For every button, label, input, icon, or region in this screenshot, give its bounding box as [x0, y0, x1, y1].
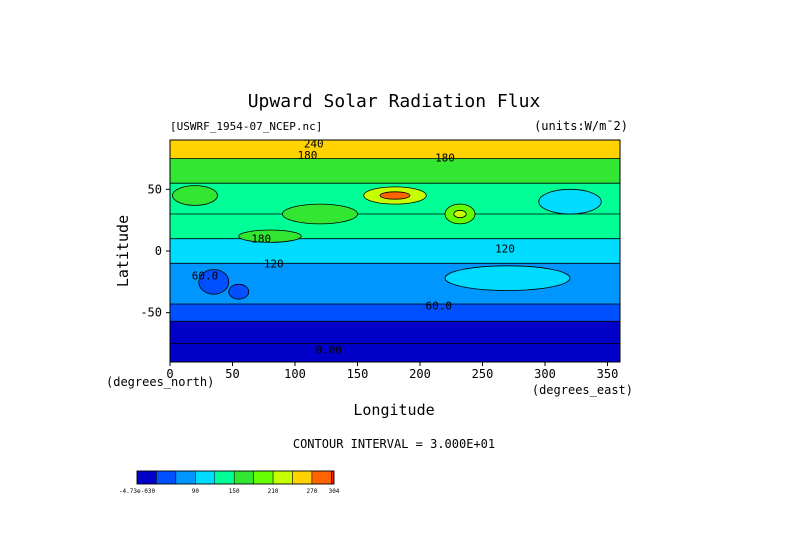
colorbar-tick-label: 90 [192, 488, 200, 495]
x-axis-unit: (degrees_east) [532, 383, 633, 397]
contour-label: 120 [495, 243, 515, 256]
contour-label: 180 [435, 151, 455, 164]
colorbar-tick-label: 270 [307, 488, 318, 495]
contour-label: 120 [264, 257, 284, 270]
heatmap-band [170, 304, 620, 322]
heatmap-patch [238, 229, 302, 243]
heatmap-patch [453, 209, 467, 219]
chart-title: Upward Solar Radiation Flux [248, 91, 541, 112]
heatmap-patch [228, 283, 250, 300]
heatmap-patch [538, 188, 602, 215]
y-tick-label: 0 [155, 244, 162, 258]
colorbar-frame [136, 470, 335, 485]
heatmap-patch [198, 269, 230, 295]
contour-label: 60.0 [192, 270, 219, 283]
contour-label: 60.0 [426, 299, 453, 312]
heatmap-patch [282, 203, 358, 225]
x-tick-label: 150 [347, 367, 369, 381]
y-tick-label: -50 [140, 306, 162, 320]
colorbar-swatch [272, 470, 293, 485]
y-axis-unit: (degrees_north) [106, 375, 214, 389]
contour-label: 0.00 [316, 344, 343, 357]
colorbar-tick-label: 150 [229, 488, 240, 495]
x-tick-label: 300 [534, 367, 556, 381]
colorbar-swatch [292, 470, 313, 485]
contour-label: 180 [251, 233, 271, 246]
x-tick-label: 0 [166, 367, 173, 381]
contour-label: 240 [304, 138, 324, 151]
colorbar: -4.73e-030 90 150 210 270 304 [119, 470, 340, 495]
y-tick-label: 50 [148, 182, 162, 196]
heatmap-patch [172, 185, 218, 206]
x-tick-label: 100 [284, 367, 306, 381]
contour-label: 180 [298, 149, 318, 162]
colorbar-swatch [214, 470, 235, 485]
x-axis-label: Longitude [353, 401, 434, 419]
y-axis: -50 0 50 [140, 182, 170, 320]
dataset-label: [USWRF_1954-07_NCEP.nc] [170, 120, 322, 133]
heatmap-patch [379, 191, 411, 200]
colorbar-swatch [156, 470, 177, 485]
colorbar-swatch [233, 470, 254, 485]
x-tick-label: 250 [472, 367, 494, 381]
y-axis-label: Latitude [114, 215, 132, 287]
heatmap-band [170, 158, 620, 184]
heatmap-band [170, 321, 620, 344]
heatmap-band [170, 214, 620, 239]
x-tick-label: 200 [409, 367, 431, 381]
heatmap-patch [444, 265, 571, 291]
colorbar-swatch [195, 470, 216, 485]
contour-interval: CONTOUR INTERVAL = 3.000E+01 [293, 437, 495, 451]
heatmap-band [170, 140, 620, 159]
colorbar-swatch [311, 470, 332, 485]
colorbar-swatch [136, 470, 157, 485]
x-axis: 0 50 100 150 200 250 300 350 [166, 362, 618, 381]
colorbar-swatch [175, 470, 196, 485]
x-tick-label: 350 [597, 367, 619, 381]
colorbar-tick-label: -4.73e-030 [119, 488, 156, 495]
units-label: (units:W/m¯2) [534, 119, 628, 133]
colorbar-tick-label: 210 [268, 488, 279, 495]
colorbar-swatch [253, 470, 274, 485]
heatmap-band [170, 343, 620, 362]
colorbar-tick-label: 304 [329, 488, 340, 495]
heatmap-band [170, 238, 620, 264]
x-tick-label: 50 [225, 367, 239, 381]
